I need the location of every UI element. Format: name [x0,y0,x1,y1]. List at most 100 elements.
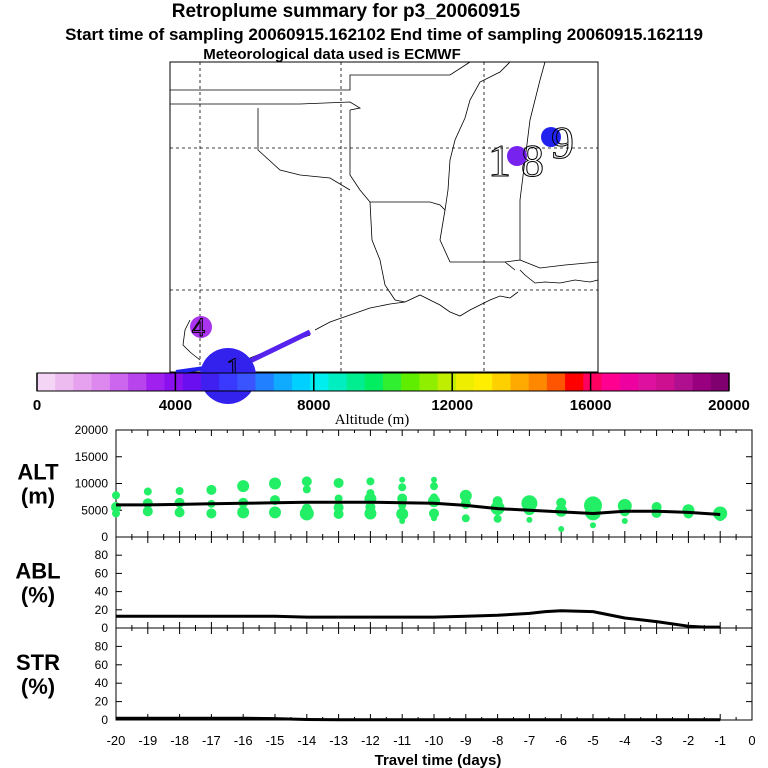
colorbar-segment [619,373,639,391]
colorbar-segment [583,373,603,391]
plume-cluster-point [175,486,184,495]
y-tick-label: 80 [95,548,109,562]
y-tick-label: 40 [95,676,109,690]
y-tick-label: 60 [95,658,109,672]
colorbar-segment [455,373,475,391]
x-axis-title: Travel time (days) [375,752,502,768]
x-tick-label: -10 [425,733,444,748]
plume-cluster-point [366,477,375,486]
plume-cluster-point [461,514,470,523]
plume-cluster-point [431,476,437,483]
plume-cluster-point [558,525,565,532]
plume-cluster-point [399,476,406,483]
plume-cluster-point [206,508,217,519]
colorbar-tick-label: 16000 [570,397,612,414]
x-tick-label: -7 [524,733,536,748]
plume-cluster-point [302,485,311,494]
y-tick-label: 0 [101,713,108,727]
x-tick-label: -18 [170,733,189,748]
plume-cluster-point [428,495,440,508]
plume-cluster-marker [541,127,561,147]
x-tick-label: -12 [361,733,380,748]
colorbar-segment [328,373,348,391]
colorbar-segment [419,373,439,391]
plume-cluster-point [237,506,250,519]
colorbar-tick-label: 0 [33,397,41,414]
plume-cluster-point [333,508,344,519]
plume-cluster-point [399,517,406,524]
plume-track [246,329,312,365]
plume-cluster-point [301,476,312,487]
y-tick-label: 20 [95,603,109,617]
colorbar-segment [291,373,311,391]
colorbar-segment [510,373,530,391]
plume-cluster-point [431,515,437,522]
colorbar-segment [146,373,165,391]
x-tick-label: -9 [460,733,472,748]
plume-cluster-point [430,482,438,491]
plume-cluster-point [397,493,408,504]
x-tick-label: -6 [555,733,567,748]
colorbar-segment [528,373,548,391]
plume-cluster-point [429,508,439,519]
series-line-alt [116,500,721,516]
plume-cluster-point [174,497,185,508]
colorbar-segment [182,373,202,391]
colorbar-segment [364,373,384,391]
x-tick-label: -3 [651,733,663,748]
x-tick-label: -20 [107,733,126,748]
colorbar-segment [637,373,657,391]
colorbar-segment [109,373,129,391]
colorbar-segment [37,373,56,391]
map-label: 8 [521,135,544,186]
plume-cluster-point [333,477,344,488]
plume-cluster-point [112,509,120,518]
x-tick-label: -2 [683,733,695,748]
colorbar-segment [91,373,111,391]
altitude-colorbar: 0 4000 8000 12000 16000 20000 [33,372,750,414]
panel-ylabel: ALT (m) [17,460,59,509]
plume-cluster-point [143,487,152,496]
colorbar-segment [474,373,493,391]
plume-cluster-point [364,507,377,520]
colorbar-segment [237,373,257,391]
x-tick-label: -19 [138,733,157,748]
plume-cluster-point [269,506,281,519]
colorbar-tick-label: 4000 [159,397,192,414]
map-label: 4 [192,313,205,342]
colorbar-segment [674,373,694,391]
panel-str: 0 20 40 60 80 STR (%) [16,627,753,727]
time-series-panels: 0 5000 10000 15000 20000 ALT (m) 0 20 40 60 80 ABL (%… [15,423,755,768]
x-tick-label: -8 [492,733,504,748]
x-tick-label: -15 [266,733,285,748]
colorbar-segment [200,373,220,391]
y-tick-label: 60 [95,566,109,580]
colorbar-tick-label: 20000 [708,397,750,414]
y-tick-label: 20 [95,695,109,709]
panel-frame [115,536,753,629]
plume-cluster-point [299,506,314,521]
colorbar-segment [219,373,238,391]
plume-cluster-marker [190,316,212,338]
x-tick-label: -1 [714,733,726,748]
colorbar-segment [73,373,93,391]
plume-cluster-point [206,484,217,495]
met-data-caption: Meteorological data used is ECMWF [203,46,461,63]
colorbar-tick-label: 12000 [431,397,473,414]
colorbar-segment [601,373,621,391]
map-panel: 1 8 9 4 1 [169,61,599,404]
x-tick-label: 0 [748,733,755,748]
plume-cluster-point [112,491,120,500]
map-label: 9 [551,117,574,168]
plume-cluster-point [621,517,628,524]
panel-frame [115,627,753,721]
plume-cluster-point [396,507,409,520]
colorbar-segment [346,373,366,391]
x-tick-label: -11 [393,733,411,748]
series-line-abl [116,609,721,629]
plume-cluster-point [459,489,472,502]
x-tick-label: -5 [587,733,599,748]
colorbar-segment [437,373,457,391]
colorbar-segment [55,373,74,391]
